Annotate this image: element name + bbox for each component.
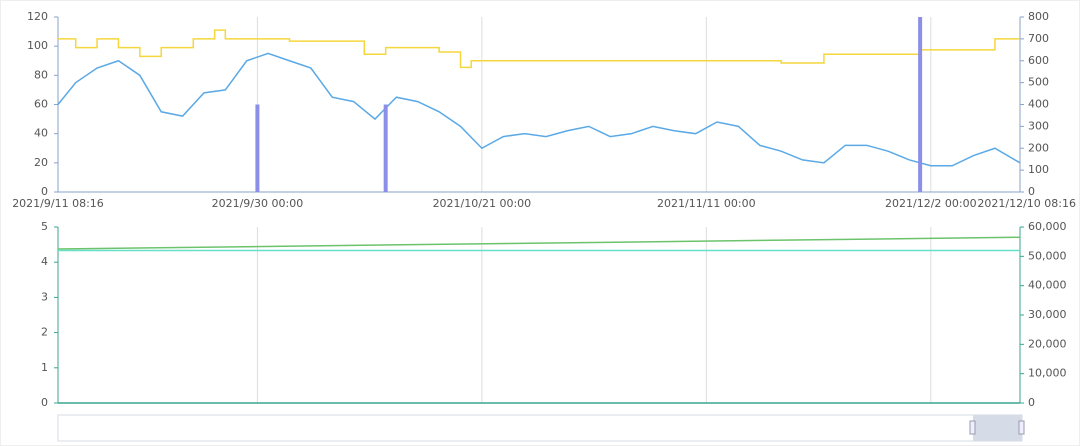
- zoom-track[interactable]: [57, 414, 1023, 442]
- y-tick-label: 40: [34, 127, 48, 140]
- series-line: [57, 236, 1021, 250]
- x-tick-label: 2021/11/11 00:00: [657, 197, 756, 210]
- bar: [383, 104, 388, 192]
- y-tick-label: 5: [41, 220, 48, 233]
- y2-tick-label: 0: [1028, 185, 1035, 198]
- y2-tick-label: 60,000: [1028, 220, 1067, 233]
- y2-tick-label: 500: [1028, 76, 1049, 89]
- x-tick-label: 2021/9/11 08:16: [12, 197, 104, 210]
- bar: [255, 104, 260, 192]
- bar: [918, 17, 923, 192]
- y2-tick-label: 20,000: [1028, 337, 1067, 350]
- y2-tick-label: 0: [1028, 396, 1035, 409]
- y2-tick-label: 400: [1028, 98, 1049, 111]
- y-tick-label: 0: [41, 185, 48, 198]
- y2-tick-label: 300: [1028, 119, 1049, 132]
- y-tick-label: 4: [41, 255, 48, 268]
- zoom-handle[interactable]: [1018, 420, 1025, 435]
- y2-tick-label: 40,000: [1028, 279, 1067, 292]
- y2-tick-label: 600: [1028, 54, 1049, 67]
- y-tick-label: 120: [27, 10, 48, 23]
- y-tick-label: 1: [41, 361, 48, 374]
- series-line: [58, 29, 1020, 69]
- y2-tick-label: 10,000: [1028, 367, 1067, 380]
- x-tick-label: 2021/10/21 00:00: [433, 197, 532, 210]
- y-tick-label: 60: [34, 98, 48, 111]
- x-tick-label: 2021/9/30 00:00: [212, 197, 304, 210]
- y2-tick-label: 30,000: [1028, 308, 1067, 321]
- y-tick-label: 100: [27, 39, 48, 52]
- y-tick-label: 3: [41, 290, 48, 303]
- zoom-handle[interactable]: [969, 420, 976, 435]
- y2-tick-label: 800: [1028, 10, 1049, 23]
- y-tick-label: 20: [34, 156, 48, 169]
- y2-tick-label: 700: [1028, 32, 1049, 45]
- y-tick-label: 2: [41, 326, 48, 339]
- y2-tick-label: 100: [1028, 163, 1049, 176]
- y-tick-label: 80: [34, 68, 48, 81]
- x-tick-label: 2021/12/2 00:00: [885, 197, 977, 210]
- y2-tick-label: 200: [1028, 141, 1049, 154]
- y2-tick-label: 50,000: [1028, 249, 1067, 262]
- x-tick-label: 2021/12/10 08:16: [977, 197, 1076, 210]
- zoom-window[interactable]: [973, 415, 1022, 441]
- series-line: [57, 52, 1021, 167]
- y-tick-label: 0: [41, 396, 48, 409]
